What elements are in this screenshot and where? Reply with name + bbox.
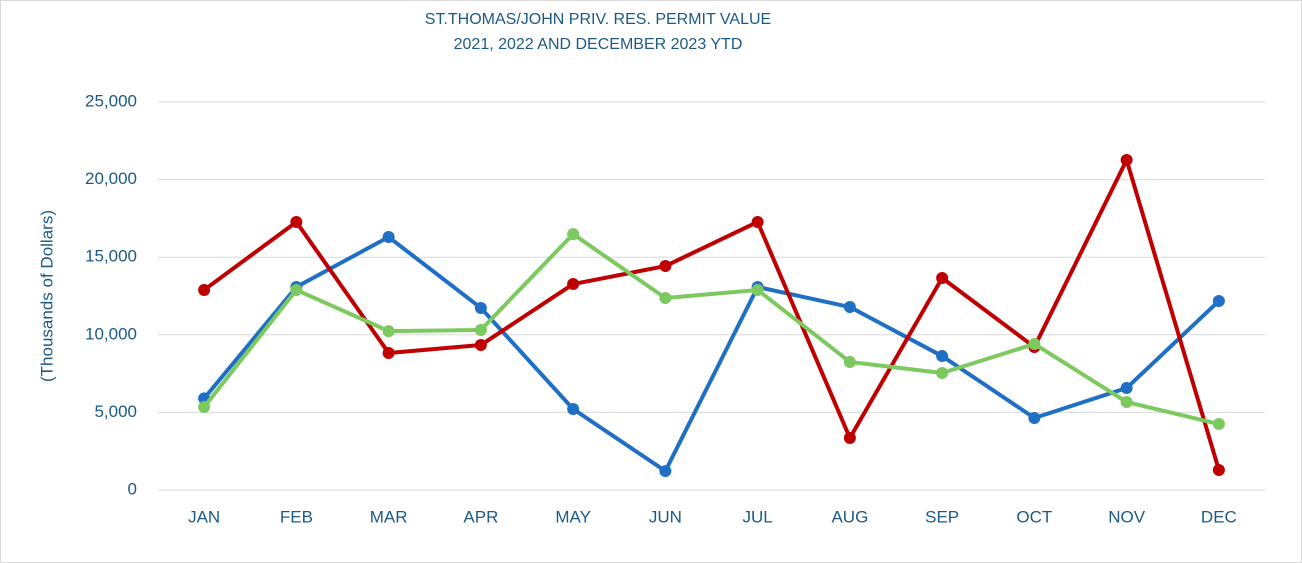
- x-tick-label: NOV: [1108, 507, 1146, 526]
- chart-subtitle: 2021, 2022 AND DECEMBER 2023 YTD: [454, 36, 743, 53]
- series-point: [936, 366, 949, 379]
- series-line: [202, 158, 1221, 471]
- series-point: [1212, 418, 1225, 431]
- y-tick-label: 5,000: [94, 402, 137, 421]
- x-tick-label: MAR: [370, 507, 408, 526]
- chart-title: ST.THOMAS/JOHN PRIV. RES. PERMIT VALUE: [425, 11, 771, 28]
- series-point: [567, 278, 580, 291]
- series-point: [1120, 154, 1133, 167]
- series-point: [1028, 411, 1041, 424]
- x-tick-label: OCT: [1016, 507, 1052, 526]
- series-point: [1212, 294, 1225, 307]
- x-tick-label: MAY: [555, 507, 591, 526]
- series-point: [659, 292, 672, 305]
- y-tick-label: 15,000: [85, 247, 137, 266]
- series-point: [382, 346, 395, 359]
- series-line: [202, 232, 1220, 426]
- x-tick-label: DEC: [1201, 507, 1237, 526]
- series-point: [198, 400, 211, 413]
- series-point: [1120, 396, 1133, 409]
- series-point: [382, 325, 395, 338]
- series-point: [290, 215, 303, 228]
- series-point: [567, 402, 580, 415]
- series-point: [751, 215, 764, 228]
- series-line: [202, 235, 1221, 474]
- x-tick-label: JAN: [188, 507, 220, 526]
- series-point: [843, 355, 856, 368]
- series-point: [382, 231, 395, 244]
- series-point: [659, 465, 672, 478]
- y-tick-label: 25,000: [85, 91, 137, 110]
- series-point: [843, 301, 856, 314]
- x-tick-label: AUG: [831, 507, 868, 526]
- series-point: [936, 271, 949, 284]
- series-point: [936, 350, 949, 363]
- x-tick-label: JUN: [649, 507, 682, 526]
- y-axis-label: (Thousands of Dollars): [37, 210, 56, 382]
- series-point: [567, 228, 580, 241]
- y-tick-label: 0: [128, 479, 137, 498]
- series-point: [1028, 337, 1041, 350]
- series-point: [751, 283, 764, 296]
- y-tick-label: 10,000: [85, 324, 137, 343]
- series-point: [198, 283, 211, 296]
- series-point: [474, 301, 487, 314]
- series-point: [474, 323, 487, 336]
- x-tick-label: APR: [463, 507, 498, 526]
- series-point: [290, 283, 303, 296]
- x-tick-label: SEP: [925, 507, 959, 526]
- x-tick-label: FEB: [280, 507, 313, 526]
- series-point: [659, 260, 672, 273]
- series-point: [474, 339, 487, 352]
- series-point: [1212, 463, 1225, 476]
- series-point: [1120, 382, 1133, 395]
- y-tick-label: 20,000: [85, 169, 137, 188]
- x-tick-label: JUL: [743, 507, 773, 526]
- series-point: [843, 432, 856, 445]
